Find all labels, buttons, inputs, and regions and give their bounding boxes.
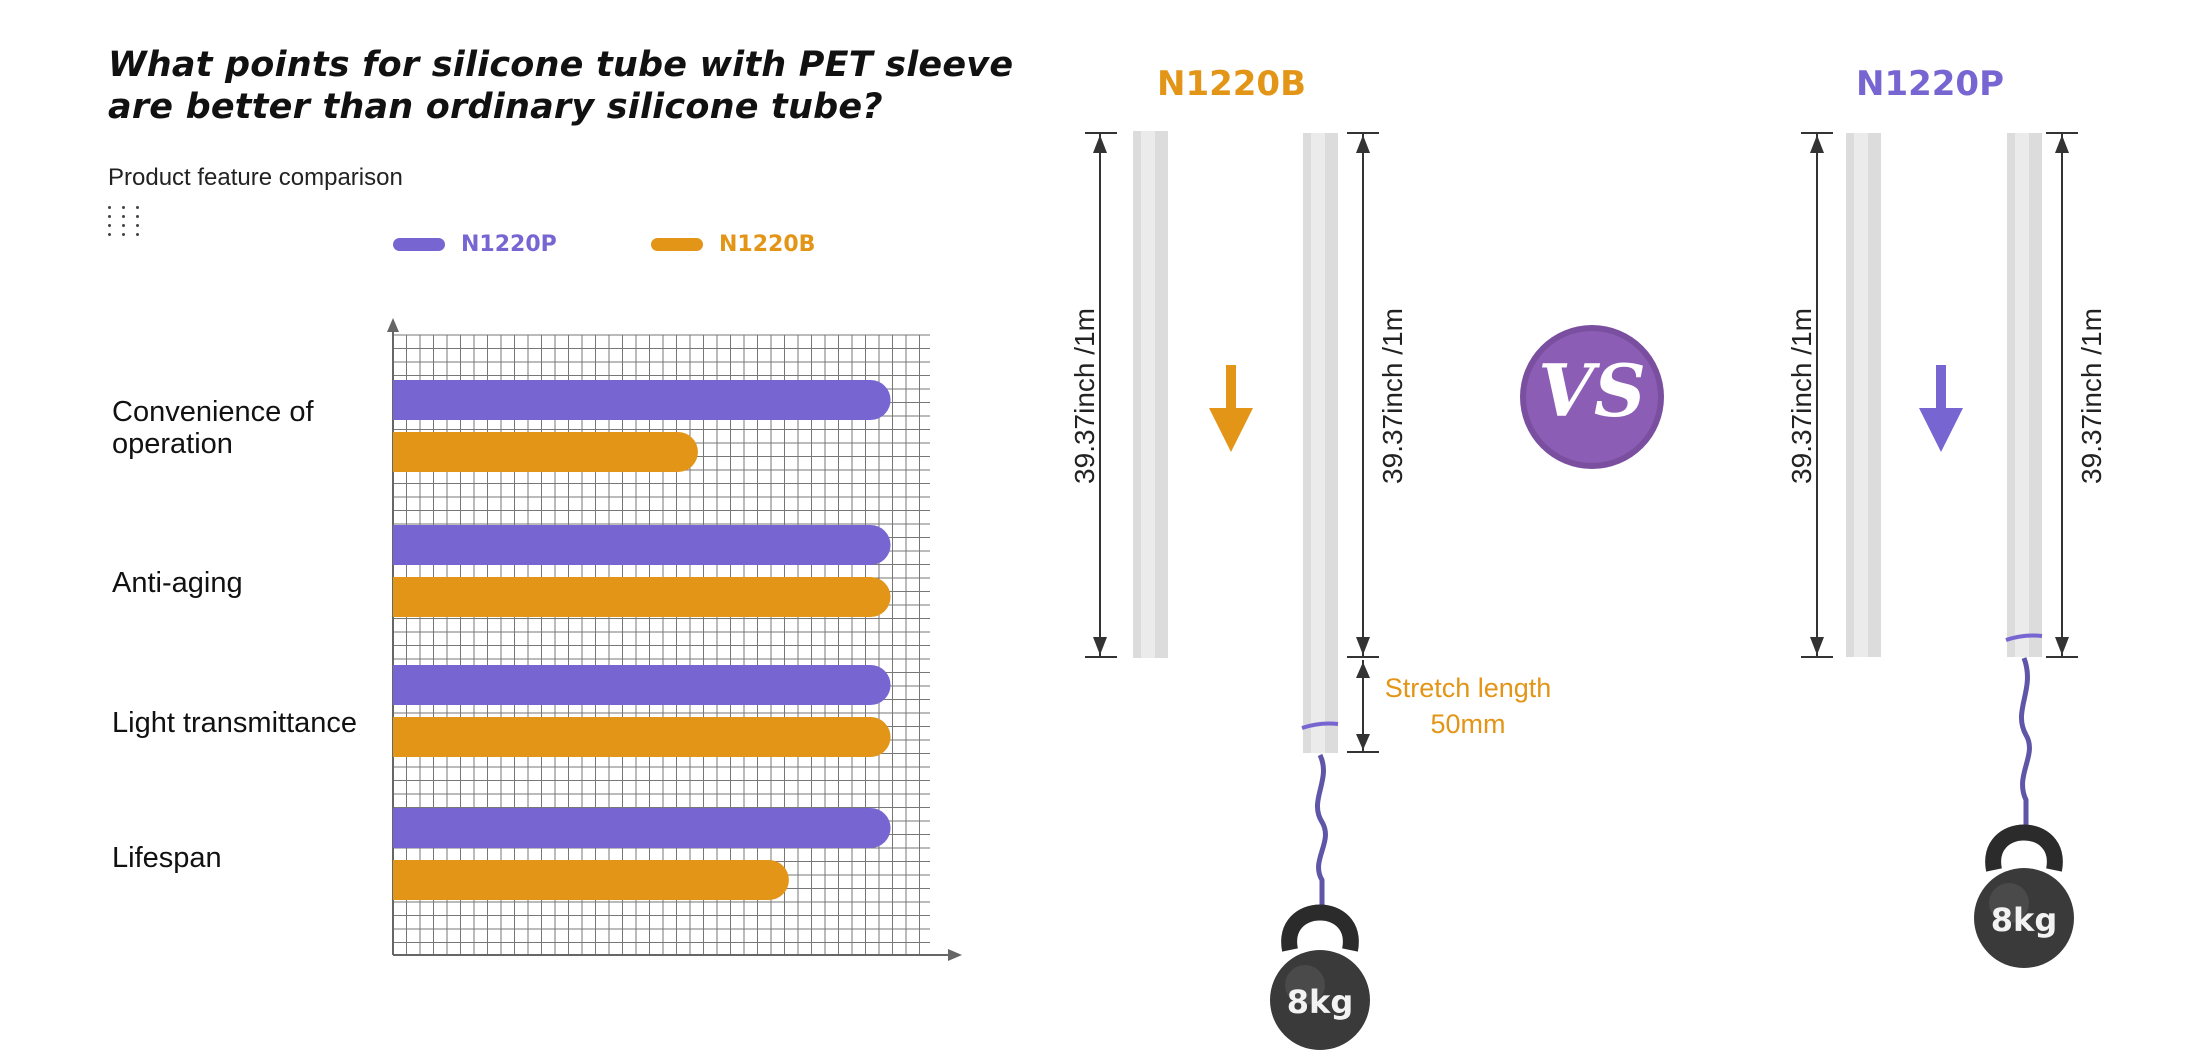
bar-n1220p-0 — [393, 380, 891, 420]
dot — [108, 206, 111, 209]
category-label-lifespan: Lifespan — [112, 842, 222, 874]
dimension-arrowhead — [1356, 662, 1370, 678]
down-arrow-icon — [1209, 408, 1253, 452]
dimension-arrowhead — [1356, 734, 1370, 750]
stretch-length-label: Stretch length 50mm — [1368, 670, 1568, 742]
tie-band — [1301, 721, 1339, 730]
tube-title-n1220p: N1220P — [1856, 64, 2005, 104]
bar-n1220p-1 — [393, 525, 891, 565]
x-axis-arrow — [948, 949, 962, 961]
rope — [2019, 657, 2032, 825]
dot — [136, 224, 139, 227]
dimension-arrowhead — [1093, 637, 1107, 655]
dot — [136, 206, 139, 209]
length-label: 39.37inch /1m — [2076, 308, 2107, 484]
dimension-arrowhead — [2055, 637, 2069, 655]
dot — [122, 215, 125, 218]
weight-label-n1220b: 8kg — [1286, 983, 1354, 1021]
vs-badge — [1520, 325, 1664, 469]
legend-label-n1220p: N1220P — [461, 232, 557, 257]
dot — [136, 215, 139, 218]
category-label-anti-aging: Anti-aging — [112, 567, 243, 599]
dot — [108, 224, 111, 227]
down-arrow-shaft — [1936, 365, 1946, 415]
length-label: 39.37inch /1m — [1786, 308, 1817, 484]
tube-highlight — [1141, 131, 1155, 658]
down-arrow-shaft — [1226, 365, 1236, 415]
weight-label-n1220p: 8kg — [1990, 901, 2058, 939]
tie-band — [2005, 633, 2043, 642]
dimension-arrowhead — [1356, 637, 1370, 655]
bar-n1220b-0 — [393, 432, 698, 472]
chart-subtitle: Product feature comparison — [108, 164, 403, 191]
bar-n1220p-2 — [393, 665, 891, 705]
dimension-arrowhead — [1356, 135, 1370, 153]
category-label-light-transmittance: Light transmittance — [112, 707, 358, 739]
stretch-length-value: 50mm — [1430, 709, 1506, 739]
tube-highlight — [2015, 133, 2029, 657]
bar-n1220b-1 — [393, 577, 891, 617]
length-label: 39.37inch /1m — [1377, 308, 1408, 484]
dot — [108, 233, 111, 236]
dimension-arrowhead — [1810, 637, 1824, 655]
decorative-dots — [108, 206, 144, 236]
tube-title-n1220b: N1220B — [1157, 64, 1306, 104]
tube-highlight — [1311, 133, 1325, 753]
tube-highlight — [1854, 133, 1868, 657]
kettlebell-shine — [1285, 965, 1325, 1005]
dimension-arrowhead — [1810, 135, 1824, 153]
legend-label-n1220b: N1220B — [719, 232, 816, 257]
vs-badge-inner — [1526, 331, 1658, 463]
kettlebell-handle — [1985, 824, 2063, 872]
legend-swatch-n1220b — [651, 238, 703, 251]
tube-illustration-n1220b — [1085, 131, 1379, 1050]
stretch-length-title: Stretch length — [1384, 673, 1552, 703]
dot — [122, 233, 125, 236]
category-label-convenience: Convenience of operation — [112, 396, 314, 460]
tube-illustration-n1220p — [1801, 132, 2078, 968]
chart-bars — [393, 380, 891, 900]
dot — [122, 206, 125, 209]
vs-text: VS — [1538, 348, 1646, 433]
legend-item-n1220b: N1220B — [651, 232, 815, 257]
bar-n1220p-3 — [393, 808, 891, 848]
kettlebell-shine — [1989, 883, 2029, 923]
dot — [108, 215, 111, 218]
rope — [1315, 753, 1328, 905]
dimension-arrowhead — [1093, 135, 1107, 153]
dot — [122, 224, 125, 227]
y-axis-arrow — [387, 318, 399, 332]
bar-n1220b-3 — [393, 860, 789, 900]
kettlebell-handle — [1281, 904, 1359, 952]
length-label: 39.37inch /1m — [1069, 308, 1100, 484]
legend-item-n1220p: N1220P — [393, 232, 557, 257]
dot — [136, 233, 139, 236]
dimension-arrowhead — [2055, 135, 2069, 153]
legend-swatch-n1220p — [393, 238, 445, 251]
bar-n1220b-2 — [393, 717, 891, 757]
page-title: What points for silicone tube with PET s… — [108, 45, 1014, 127]
down-arrow-icon — [1919, 408, 1963, 452]
